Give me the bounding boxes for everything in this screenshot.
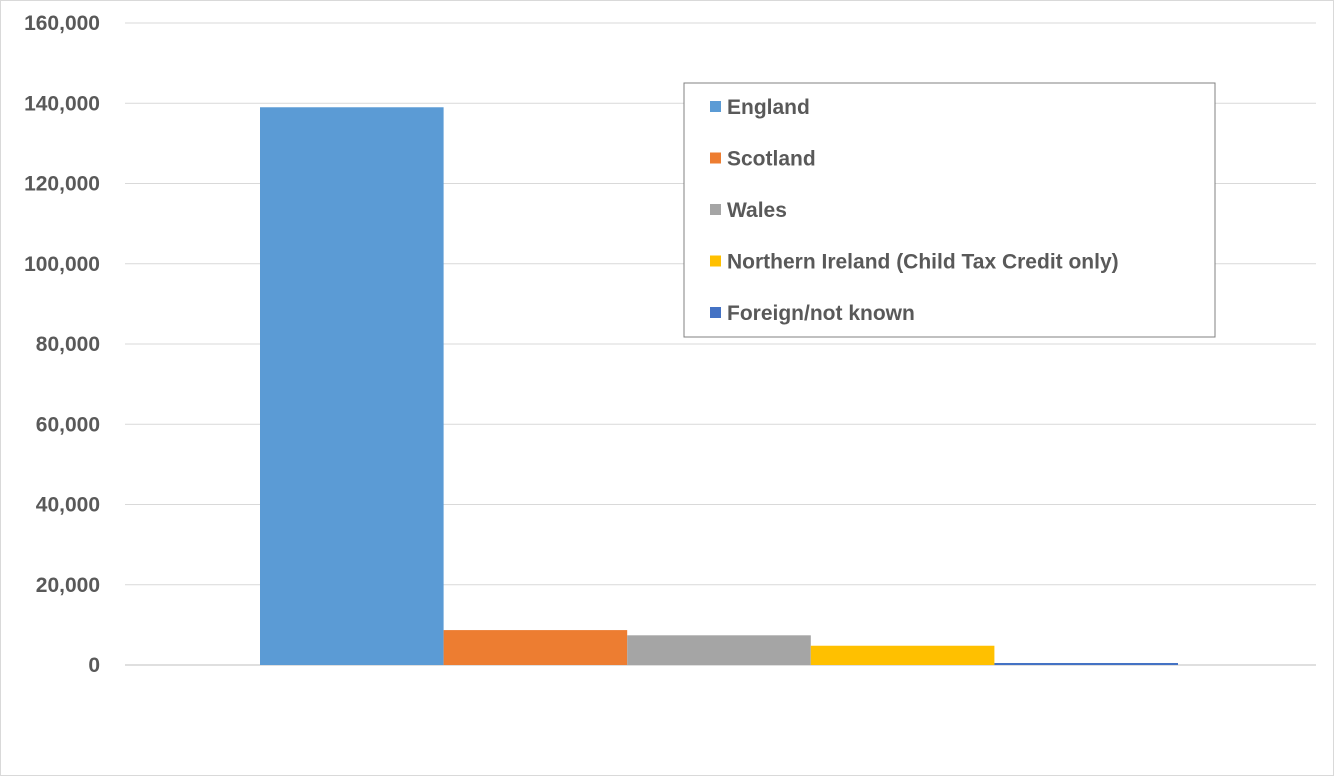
y-tick-label: 80,000 [36, 333, 100, 356]
bar-scotland [443, 630, 628, 665]
y-axis: 0 20,000 40,000 60,000 80,000 100,000 120,000 1… [24, 12, 100, 677]
legend-label: Wales [727, 199, 787, 222]
legend-label: England [727, 96, 810, 119]
legend-swatch [710, 204, 721, 215]
bar-foreign-not-known [994, 662, 1178, 665]
y-tick-label: 120,000 [24, 173, 100, 196]
legend-label: Northern Ireland (Child Tax Credit only) [727, 251, 1119, 274]
y-tick-label: 20,000 [36, 574, 100, 597]
y-tick-label: 100,000 [24, 253, 100, 276]
legend-label: Foreign/not known [727, 302, 915, 325]
legend: England Scotland Wales Northern Ireland (Ch… [683, 82, 1216, 338]
legend-swatch [710, 255, 721, 267]
y-tick-label: 0 [88, 654, 100, 677]
bars [260, 107, 1178, 665]
bar-northern-ireland-child-tax-credit-only [810, 645, 995, 665]
y-tick-label: 60,000 [36, 413, 100, 436]
legend-label: Scotland [727, 148, 816, 171]
y-tick-label: 40,000 [36, 494, 100, 517]
legend-swatch [710, 307, 721, 318]
y-tick-label: 160,000 [24, 12, 100, 35]
bar-england [260, 107, 444, 665]
legend-swatch [710, 152, 721, 164]
bar-wales [627, 635, 811, 665]
y-tick-label: 140,000 [24, 92, 100, 115]
legend-box [683, 82, 1216, 338]
legend-swatch [710, 101, 721, 112]
